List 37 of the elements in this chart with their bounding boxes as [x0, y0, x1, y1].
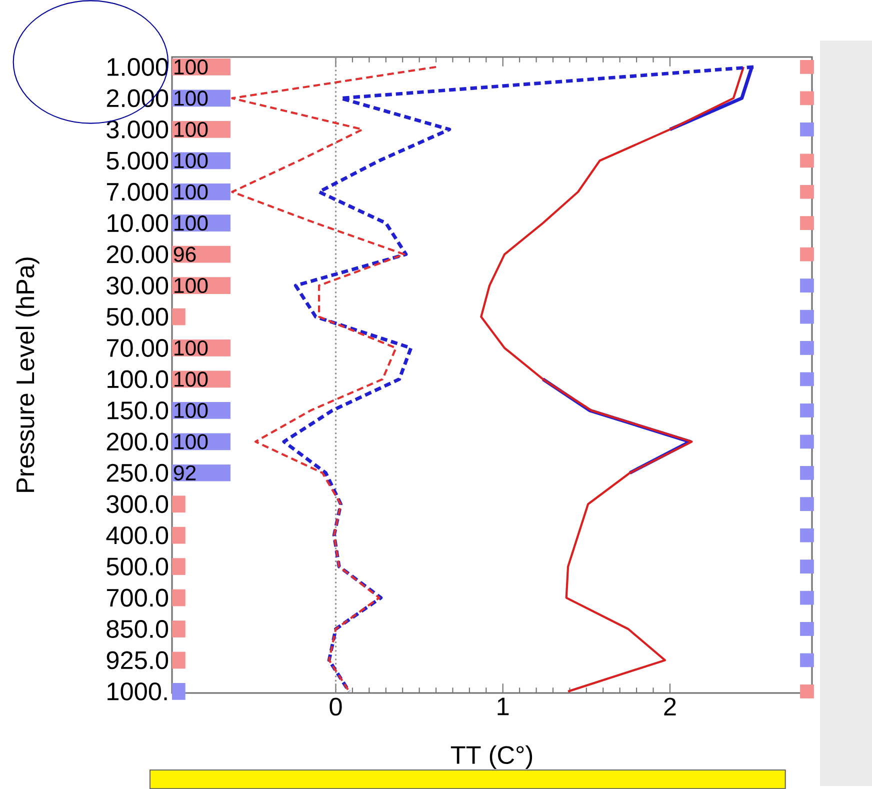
y-tick-label: 250.0 — [106, 464, 168, 482]
x-tick-label: 0 — [330, 698, 342, 716]
y-tick-label: 925.0 — [106, 651, 168, 670]
annotation: 100 — [174, 402, 208, 418]
annotation: 100 — [174, 90, 208, 106]
y-tick-label: 7.000 — [106, 182, 168, 201]
annotation: 100 — [174, 278, 208, 294]
x-tick-label: 2 — [664, 698, 676, 716]
y-tick-label: 20.00 — [106, 245, 168, 264]
annotation: 100 — [174, 215, 208, 231]
y-tick-label: 850.0 — [106, 620, 168, 638]
annotation: 92 — [174, 465, 196, 480]
annotation: 100 — [174, 372, 208, 387]
annotation: 96 — [174, 246, 196, 262]
annotation: 100 — [174, 340, 208, 356]
y-tick-label: 300.0 — [106, 495, 168, 513]
y-tick-label: 500.0 — [106, 557, 168, 576]
x-axis-title: TT (C°) — [450, 745, 532, 769]
x-tick-label: 1 — [498, 698, 509, 716]
y-tick-label: 10.00 — [108, 214, 168, 232]
y-tick-label: 50.00 — [106, 308, 168, 326]
annotation: 100 — [174, 434, 208, 450]
annotation: 100 — [174, 59, 208, 74]
y-axis-title: Pressure Level (hPa) — [16, 258, 40, 492]
y-tick-label: 100.0 — [108, 370, 168, 388]
annotation: 100 — [174, 153, 208, 168]
y-tick-label: 3.000 — [106, 120, 168, 138]
annotation: 100 — [174, 122, 208, 137]
y-tick-label: 5.000 — [106, 152, 168, 170]
y-tick-label: 1000. — [108, 682, 167, 700]
y-tick-label: 200.0 — [106, 432, 168, 451]
y-tick-label: 30.00 — [106, 276, 168, 294]
annotation: 100 — [174, 184, 208, 200]
y-tick-label: 70.00 — [106, 338, 168, 357]
y-tick-label: 400.0 — [106, 526, 168, 544]
y-tick-label: 700.0 — [106, 588, 168, 607]
y-tick-label: 150.0 — [108, 401, 168, 420]
